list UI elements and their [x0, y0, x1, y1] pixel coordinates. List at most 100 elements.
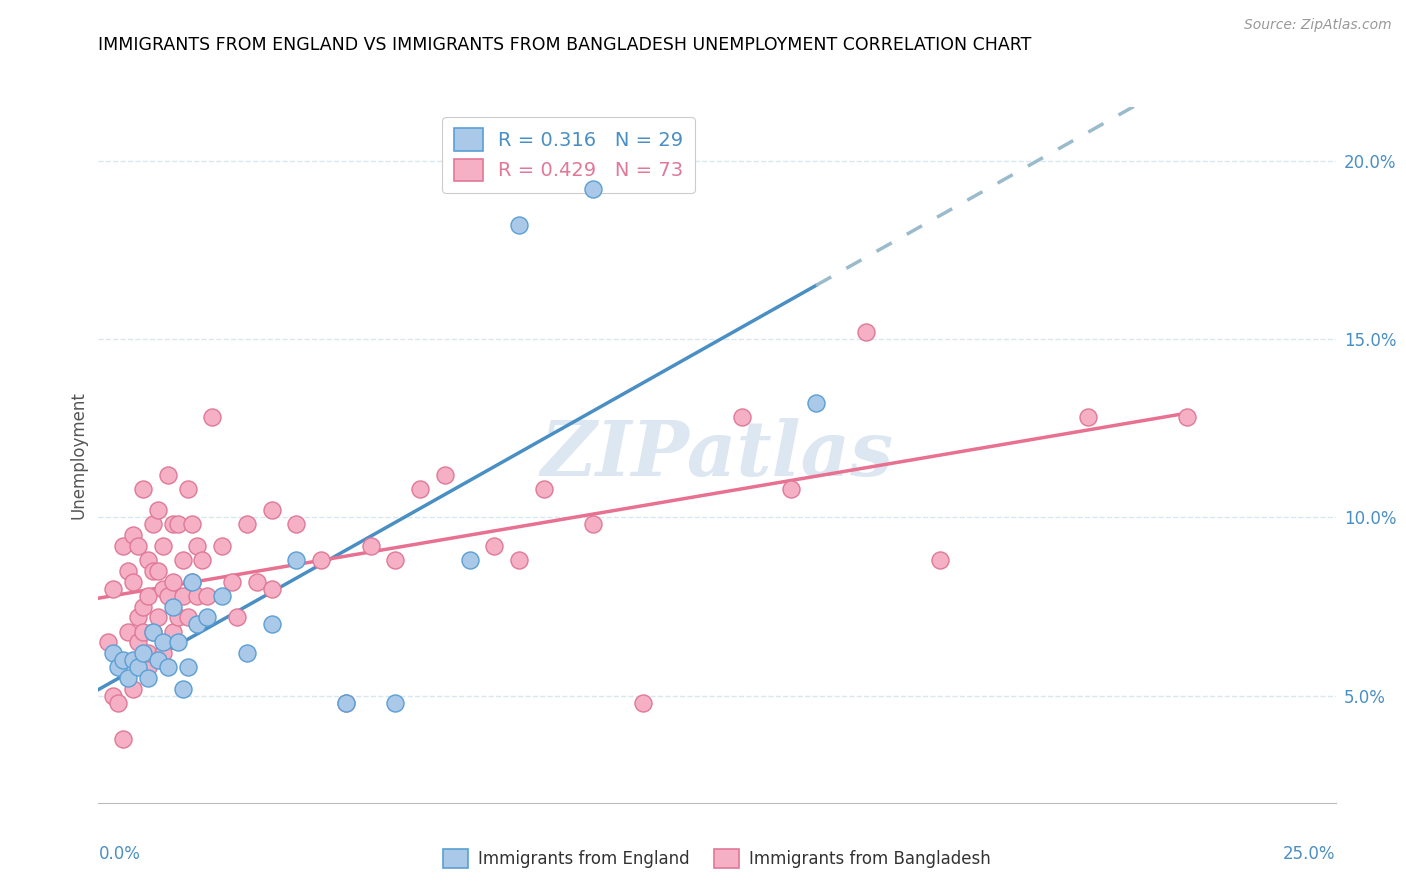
Point	[186, 617, 208, 632]
Point	[221, 574, 243, 589]
Point	[226, 610, 249, 624]
Point	[132, 482, 155, 496]
Point	[335, 696, 357, 710]
Point	[112, 731, 135, 746]
Point	[780, 482, 803, 496]
Point	[631, 696, 654, 710]
Point	[156, 467, 179, 482]
Point	[1077, 410, 1099, 425]
Point	[166, 610, 188, 624]
Point	[360, 539, 382, 553]
Point	[112, 653, 135, 667]
Point	[122, 681, 145, 696]
Point	[142, 517, 165, 532]
Point	[508, 218, 530, 232]
Point	[201, 410, 224, 425]
Point	[195, 610, 218, 624]
Point	[107, 696, 129, 710]
Text: 25.0%: 25.0%	[1284, 845, 1336, 863]
Point	[211, 539, 233, 553]
Text: Source: ZipAtlas.com: Source: ZipAtlas.com	[1244, 18, 1392, 32]
Point	[162, 624, 184, 639]
Point	[458, 553, 481, 567]
Point	[582, 517, 605, 532]
Point	[731, 410, 754, 425]
Point	[181, 517, 204, 532]
Point	[132, 624, 155, 639]
Point	[176, 660, 198, 674]
Point	[132, 646, 155, 660]
Point	[172, 681, 194, 696]
Point	[508, 553, 530, 567]
Point	[127, 610, 149, 624]
Point	[166, 635, 188, 649]
Point	[176, 610, 198, 624]
Point	[136, 660, 159, 674]
Point	[146, 653, 169, 667]
Text: IMMIGRANTS FROM ENGLAND VS IMMIGRANTS FROM BANGLADESH UNEMPLOYMENT CORRELATION C: IMMIGRANTS FROM ENGLAND VS IMMIGRANTS FR…	[98, 36, 1032, 54]
Point	[172, 589, 194, 603]
Point	[195, 589, 218, 603]
Point	[136, 553, 159, 567]
Point	[127, 539, 149, 553]
Point	[97, 635, 120, 649]
Point	[152, 539, 174, 553]
Point	[804, 396, 827, 410]
Point	[309, 553, 332, 567]
Point	[146, 610, 169, 624]
Point	[176, 482, 198, 496]
Point	[122, 653, 145, 667]
Point	[181, 574, 204, 589]
Point	[136, 646, 159, 660]
Point	[162, 517, 184, 532]
Point	[533, 482, 555, 496]
Point	[285, 517, 308, 532]
Point	[162, 599, 184, 614]
Point	[236, 646, 259, 660]
Point	[186, 589, 208, 603]
Point	[855, 325, 877, 339]
Point	[285, 553, 308, 567]
Point	[127, 660, 149, 674]
Point	[236, 517, 259, 532]
Point	[928, 553, 950, 567]
Point	[152, 582, 174, 596]
Point	[136, 671, 159, 685]
Point	[142, 624, 165, 639]
Point	[156, 589, 179, 603]
Point	[384, 696, 406, 710]
Point	[260, 503, 283, 517]
Point	[246, 574, 269, 589]
Point	[117, 671, 139, 685]
Point	[117, 624, 139, 639]
Point	[166, 517, 188, 532]
Point	[162, 574, 184, 589]
Point	[181, 574, 204, 589]
Text: 0.0%: 0.0%	[98, 845, 141, 863]
Point	[260, 617, 283, 632]
Point	[142, 564, 165, 578]
Point	[103, 646, 125, 660]
Point	[122, 528, 145, 542]
Point	[433, 467, 456, 482]
Point	[335, 696, 357, 710]
Point	[103, 582, 125, 596]
Point	[146, 564, 169, 578]
Point	[142, 624, 165, 639]
Point	[172, 553, 194, 567]
Point	[146, 503, 169, 517]
Y-axis label: Unemployment: Unemployment	[69, 391, 87, 519]
Point	[260, 582, 283, 596]
Point	[107, 660, 129, 674]
Point	[1175, 410, 1198, 425]
Point	[103, 689, 125, 703]
Point	[136, 589, 159, 603]
Point	[152, 646, 174, 660]
Point	[156, 660, 179, 674]
Point	[152, 635, 174, 649]
Point	[191, 553, 214, 567]
Point	[582, 182, 605, 196]
Point	[112, 539, 135, 553]
Point	[484, 539, 506, 553]
Point	[127, 635, 149, 649]
